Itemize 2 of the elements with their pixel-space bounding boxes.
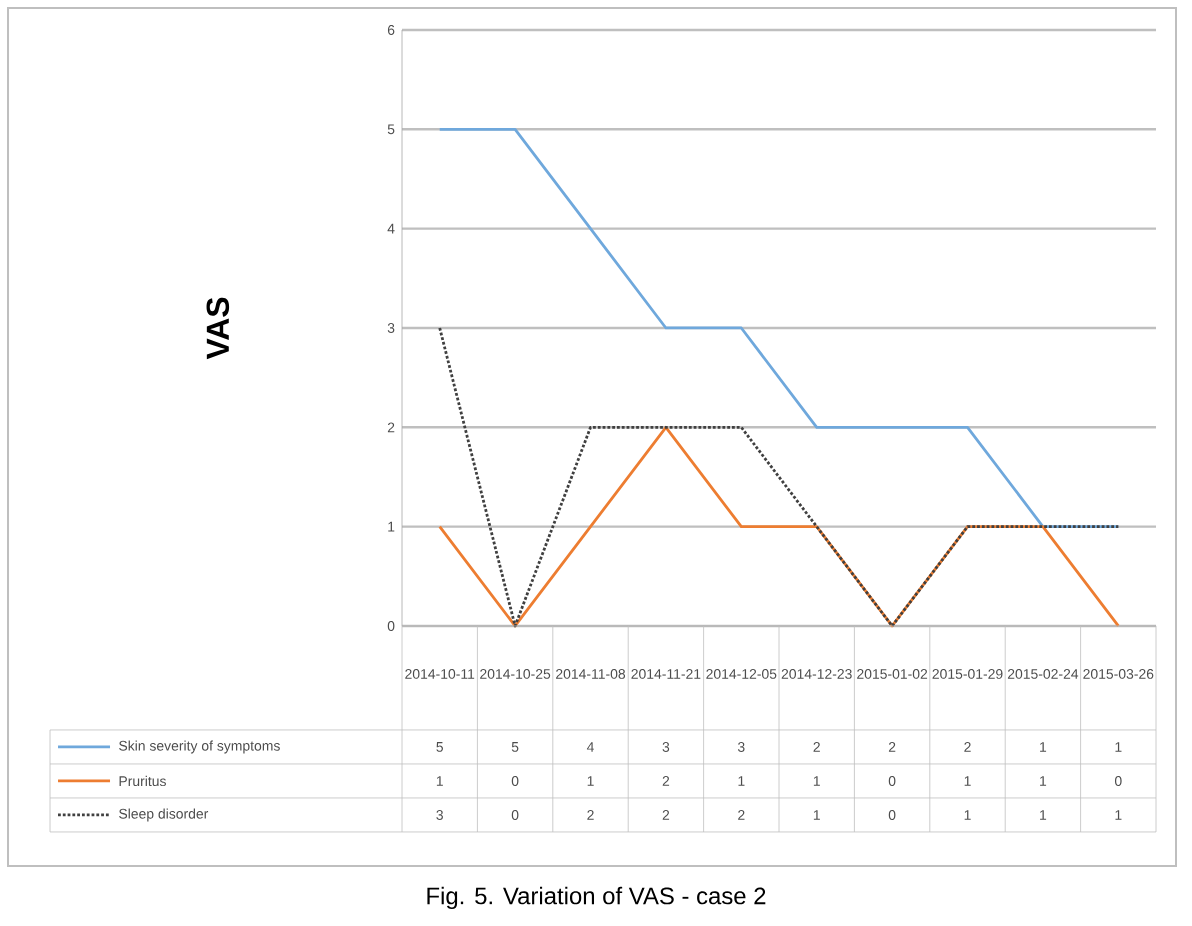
caption: Fig. 5. Variation of VAS - case 2 [427, 886, 766, 910]
y-axis-title: VAS [206, 297, 230, 360]
